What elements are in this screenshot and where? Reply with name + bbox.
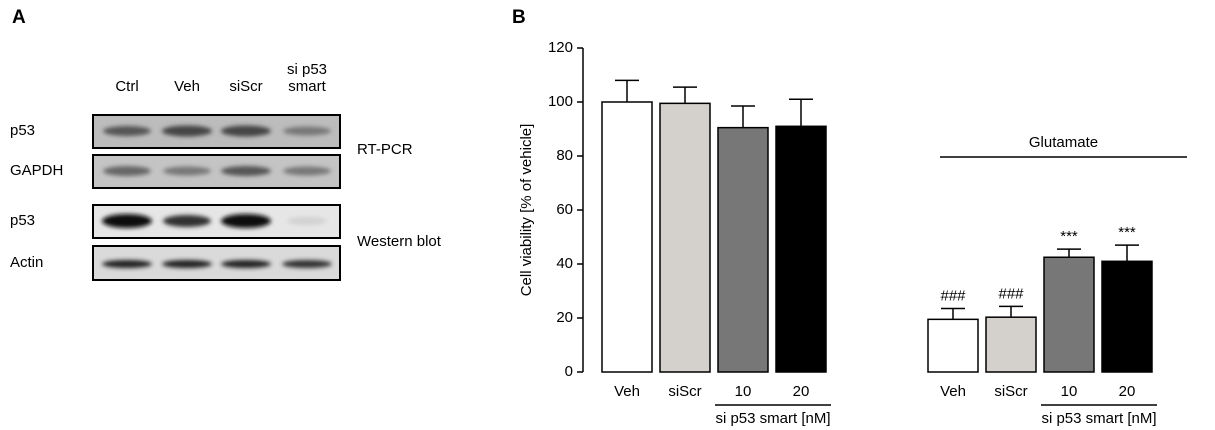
bar — [602, 102, 652, 372]
y-tick-label: 120 — [548, 39, 573, 56]
significance-marker: ### — [940, 288, 966, 305]
row-label: GAPDH — [10, 162, 63, 179]
x-tick-label: siScr — [668, 383, 701, 400]
bracket-label: si p53 smart [nM] — [1041, 410, 1156, 427]
lane-label: siScr — [221, 78, 271, 95]
x-tick-label: 20 — [793, 383, 810, 400]
row-label: Actin — [10, 254, 43, 271]
panel-label: B — [512, 7, 526, 28]
x-tick-label: Veh — [940, 383, 966, 400]
x-tick-label: siScr — [994, 383, 1027, 400]
x-tick-label: 10 — [1061, 383, 1078, 400]
panel-label: A — [12, 7, 26, 28]
method-label: Western blot — [357, 233, 442, 250]
y-axis-label: Cell viability [% of vehicle] — [518, 124, 535, 297]
bar — [986, 317, 1036, 372]
y-tick-label: 20 — [556, 309, 573, 326]
bar — [1102, 261, 1152, 372]
method-label: RT-PCR — [357, 141, 413, 158]
page: A B p53 GAPDH p53 Actin RT-PCR Western b… — [0, 0, 1215, 430]
bar — [928, 319, 978, 372]
bar — [718, 128, 768, 372]
figure: A B p53 GAPDH p53 Actin RT-PCR Western b… — [0, 0, 1215, 430]
significance-marker: ### — [998, 285, 1024, 302]
x-tick-label: Veh — [614, 383, 640, 400]
bracket-label: si p53 smart [nM] — [715, 410, 830, 427]
lane-label: Ctrl — [102, 78, 152, 95]
significance-marker: *** — [1118, 224, 1136, 241]
bar — [1044, 257, 1094, 372]
y-tick-label: 80 — [556, 147, 573, 164]
lane-label: Veh — [162, 78, 212, 95]
row-label: p53 — [10, 212, 35, 229]
blots — [93, 115, 340, 280]
x-tick-label: 20 — [1119, 383, 1136, 400]
bar — [660, 103, 710, 372]
y-tick-label: 60 — [556, 201, 573, 218]
span-label: Glutamate — [1029, 134, 1098, 151]
lane-label: si p53 smart — [280, 61, 334, 95]
bar — [776, 126, 826, 372]
x-tick-label: 10 — [735, 383, 752, 400]
y-tick-label: 100 — [548, 93, 573, 110]
row-label: p53 — [10, 122, 35, 139]
y-tick-label: 0 — [565, 363, 573, 380]
y-tick-label: 40 — [556, 255, 573, 272]
significance-marker: *** — [1060, 228, 1078, 245]
